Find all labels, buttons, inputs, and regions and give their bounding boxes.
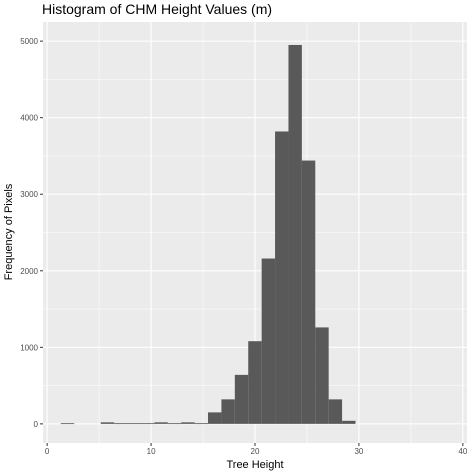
- histogram-bar: [342, 420, 356, 424]
- x-tick-label: 0: [45, 447, 50, 456]
- x-tick-label: 20: [251, 447, 260, 456]
- y-tick-label: 0: [34, 420, 39, 429]
- histogram-bar: [261, 258, 276, 424]
- chart-title: Histogram of CHM Height Values (m): [42, 1, 272, 17]
- histogram-bar: [140, 423, 155, 425]
- histogram-bar: [315, 327, 329, 424]
- histogram-bar: [234, 374, 249, 424]
- histogram-bar: [127, 423, 141, 425]
- x-axis: 0 10 20 30 40: [45, 443, 468, 456]
- histogram-bar: [275, 131, 289, 424]
- histogram-bar: [208, 412, 222, 424]
- histogram-bar: [60, 423, 75, 425]
- y-axis-title: Frequency of Pixels: [3, 183, 15, 280]
- histogram-bar: [167, 423, 182, 425]
- histogram-bar: [288, 44, 302, 424]
- x-tick-label: 40: [458, 447, 467, 456]
- histogram-bar: [154, 422, 168, 424]
- x-tick-label: 10: [147, 447, 156, 456]
- histogram-bar: [221, 399, 235, 424]
- histogram-bar: [181, 422, 195, 424]
- y-tick-label: 2000: [20, 267, 38, 276]
- y-tick-label: 3000: [20, 190, 38, 199]
- y-tick-label: 4000: [20, 114, 38, 123]
- histogram-bar: [114, 423, 128, 425]
- y-axis: 0 1000 2000 3000 4000 5000: [20, 37, 43, 429]
- y-tick-label: 5000: [20, 37, 38, 46]
- histogram-bar: [328, 399, 343, 424]
- histogram-bar: [194, 423, 209, 425]
- histogram-bar: [100, 422, 115, 424]
- histogram-bars: [60, 44, 356, 425]
- x-axis-title: Tree Height: [226, 459, 283, 471]
- histogram-bar: [301, 160, 316, 424]
- y-tick-label: 1000: [20, 343, 38, 352]
- x-tick-label: 30: [354, 447, 363, 456]
- histogram-bar: [248, 341, 262, 424]
